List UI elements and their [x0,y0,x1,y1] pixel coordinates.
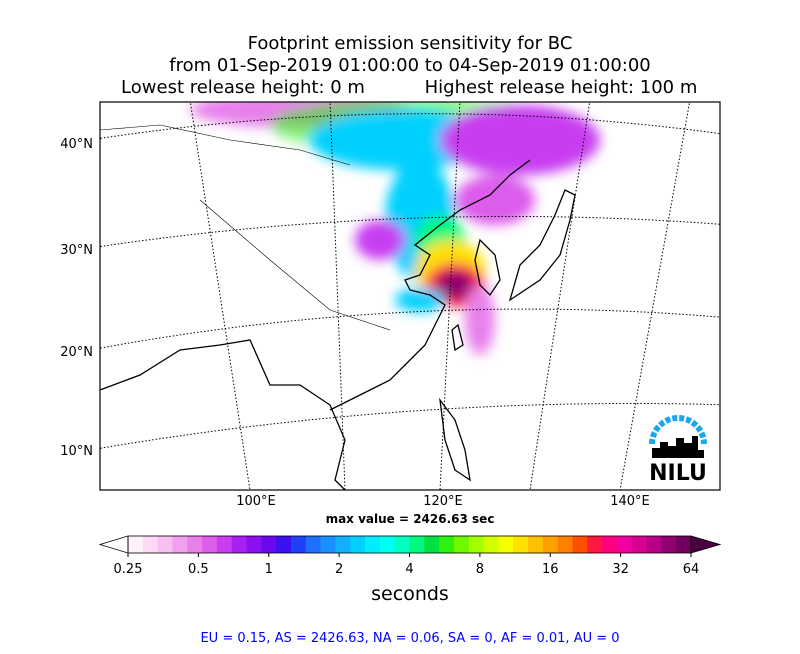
lon-label: 140°E [610,494,650,509]
map-frame [99,101,721,491]
colorbar-swatch [439,536,455,553]
colorbar-swatch [498,536,514,553]
colorbar-swatch [602,536,618,553]
colorbar-swatch [394,536,410,553]
colorbar-swatch [128,536,144,553]
colorbar-end [690,535,722,554]
colorbar-swatch [231,536,248,553]
colorbar-swatch [528,536,544,553]
coastline [100,124,576,490]
title: from 01-Sep-2019 01:00:00 to 04-Sep-2019… [169,55,651,76]
colorbar-swatch [676,536,692,553]
lon-label: 120°E [423,494,463,509]
colorbar-tick-label: 0.5 [188,562,209,577]
colorbar-swatch [424,536,440,553]
logo-text: NILU [649,461,707,486]
colorbar-swatch [483,536,499,553]
colorbar-swatch [557,536,573,553]
colorbar-swatch [320,536,336,553]
colorbar-swatch [335,536,351,553]
colorbar-tick-label: 2 [335,562,343,577]
colorbar-swatch [616,536,633,553]
colorbar-swatch [305,536,322,553]
lon-label: 100°E [236,494,276,509]
colorbar-swatch [172,536,188,553]
lat-label: 10°N [60,444,93,459]
title: Footprint emission sensitivity for BC [248,33,573,54]
colorbar-tick-label: 16 [542,562,559,577]
colorbar-tick-label: 8 [476,562,484,577]
colorbar-swatch [246,536,262,553]
colorbar-swatch [157,536,173,553]
colorbar-tick-label: 0.25 [114,562,143,577]
colorbar-end [98,535,129,554]
release-high: Highest release height: 100 m [425,77,698,98]
colorbar-swatch [276,536,292,553]
colorbar-swatch [290,536,307,553]
release-low: Lowest release height: 0 m [121,77,365,98]
colorbar-tick-label: 64 [683,562,700,577]
plume [190,102,600,355]
colorbar-swatch [513,536,529,553]
footer: EU = 0.15, AS = 2426.63, NA = 0.06, SA =… [200,631,619,646]
colorbar-swatch [261,536,277,553]
lat-label: 30°N [60,243,93,258]
colorbar-swatch [142,536,159,553]
colorbar-label: seconds [371,583,449,605]
colorbar-tick-label: 32 [612,562,629,577]
colorbar-swatch [572,536,588,553]
map [100,102,720,490]
colorbar-swatch [350,536,366,553]
colorbar-swatch [661,536,677,553]
colorbar-swatch [187,536,203,553]
colorbar-swatch [365,536,381,553]
colorbar-tick-label: 4 [405,562,413,577]
colorbar-swatch [202,536,218,553]
colorbar-tick-label: 1 [265,562,273,577]
graticule [100,102,720,490]
colorbar-swatch [646,536,662,553]
colorbar-swatch [587,536,603,553]
colorbar-swatch [216,536,233,553]
lat-label: 40°N [60,137,93,152]
colorbar-swatch [542,536,559,553]
colorbar-swatch [379,536,396,553]
colorbar-swatch [468,536,485,553]
nilu-logo: NILU [649,415,707,486]
max-value: max value = 2426.63 sec [326,512,495,526]
lat-label: 20°N [60,345,93,360]
colorbar-swatch [409,536,425,553]
colorbar-swatch [631,536,648,553]
colorbar-swatch [453,536,470,553]
